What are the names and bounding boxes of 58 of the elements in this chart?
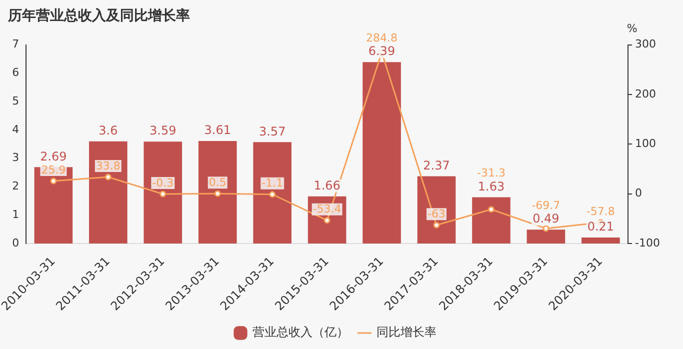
bar [362,62,401,244]
chart-title: 历年营业总收入及同比增长率 [7,7,190,24]
y2-tick-label: 100 [635,137,656,150]
y-tick-label: 2 [12,180,20,193]
y-tick-label: 4 [12,122,20,136]
legend-label: 营业总收入（亿） [252,325,348,340]
data-label: -1.1 [262,176,284,190]
y2-tick-label: 200 [635,87,656,100]
bar [144,142,182,244]
point [433,222,440,228]
bar [34,167,73,244]
point [542,225,550,232]
point [160,190,166,198]
point [488,206,494,213]
y-tick-label: 7 [12,38,20,51]
bar [472,197,510,244]
y2-tick-label: -100 [635,236,660,250]
data-label: 2.69 [40,149,67,164]
bar [198,141,237,244]
point [269,191,276,198]
bar [253,142,292,244]
data-label: 0.49 [532,212,560,226]
y-tick-label: 0 [12,236,20,250]
data-label: 6.39 [368,44,396,58]
data-label: 2.37 [423,158,450,172]
y-tick-label: 3 [12,151,20,164]
point [214,190,221,197]
data-label: -63 [428,207,446,220]
data-label: 3.59 [150,124,176,138]
data-label: -0.3 [152,176,174,190]
data-label: -69.7 [532,198,560,212]
data-label: 1.63 [478,179,505,194]
data-label: 3.61 [204,123,231,138]
bar [89,141,128,244]
bar [526,230,566,244]
data-label: 3.57 [258,124,286,138]
bar [582,238,620,244]
data-label: -53.4 [312,202,342,216]
data-label: 25.9 [41,163,66,176]
data-label: 0.5 [208,176,226,189]
bar [417,176,456,244]
data-label: 33.8 [96,159,120,172]
y-tick-label: 1 [12,208,20,221]
y-tick-label: 6 [12,66,20,80]
data-label: 1.66 [314,178,340,193]
data-label: 3.6 [98,123,118,138]
point [104,174,112,180]
data-label: -31.3 [476,166,506,180]
point [324,217,330,224]
data-label: 284.8 [366,31,398,44]
legend-label: 同比增长率 [376,325,436,340]
data-label: 0.21 [587,220,614,234]
y2-tick-label: 300 [635,38,656,51]
point [50,178,57,184]
y2-tick-label: 0 [635,186,642,200]
y2-axis-title: % [626,22,638,36]
data-label: -57.8 [586,204,615,218]
y-tick-label: 5 [12,94,20,108]
